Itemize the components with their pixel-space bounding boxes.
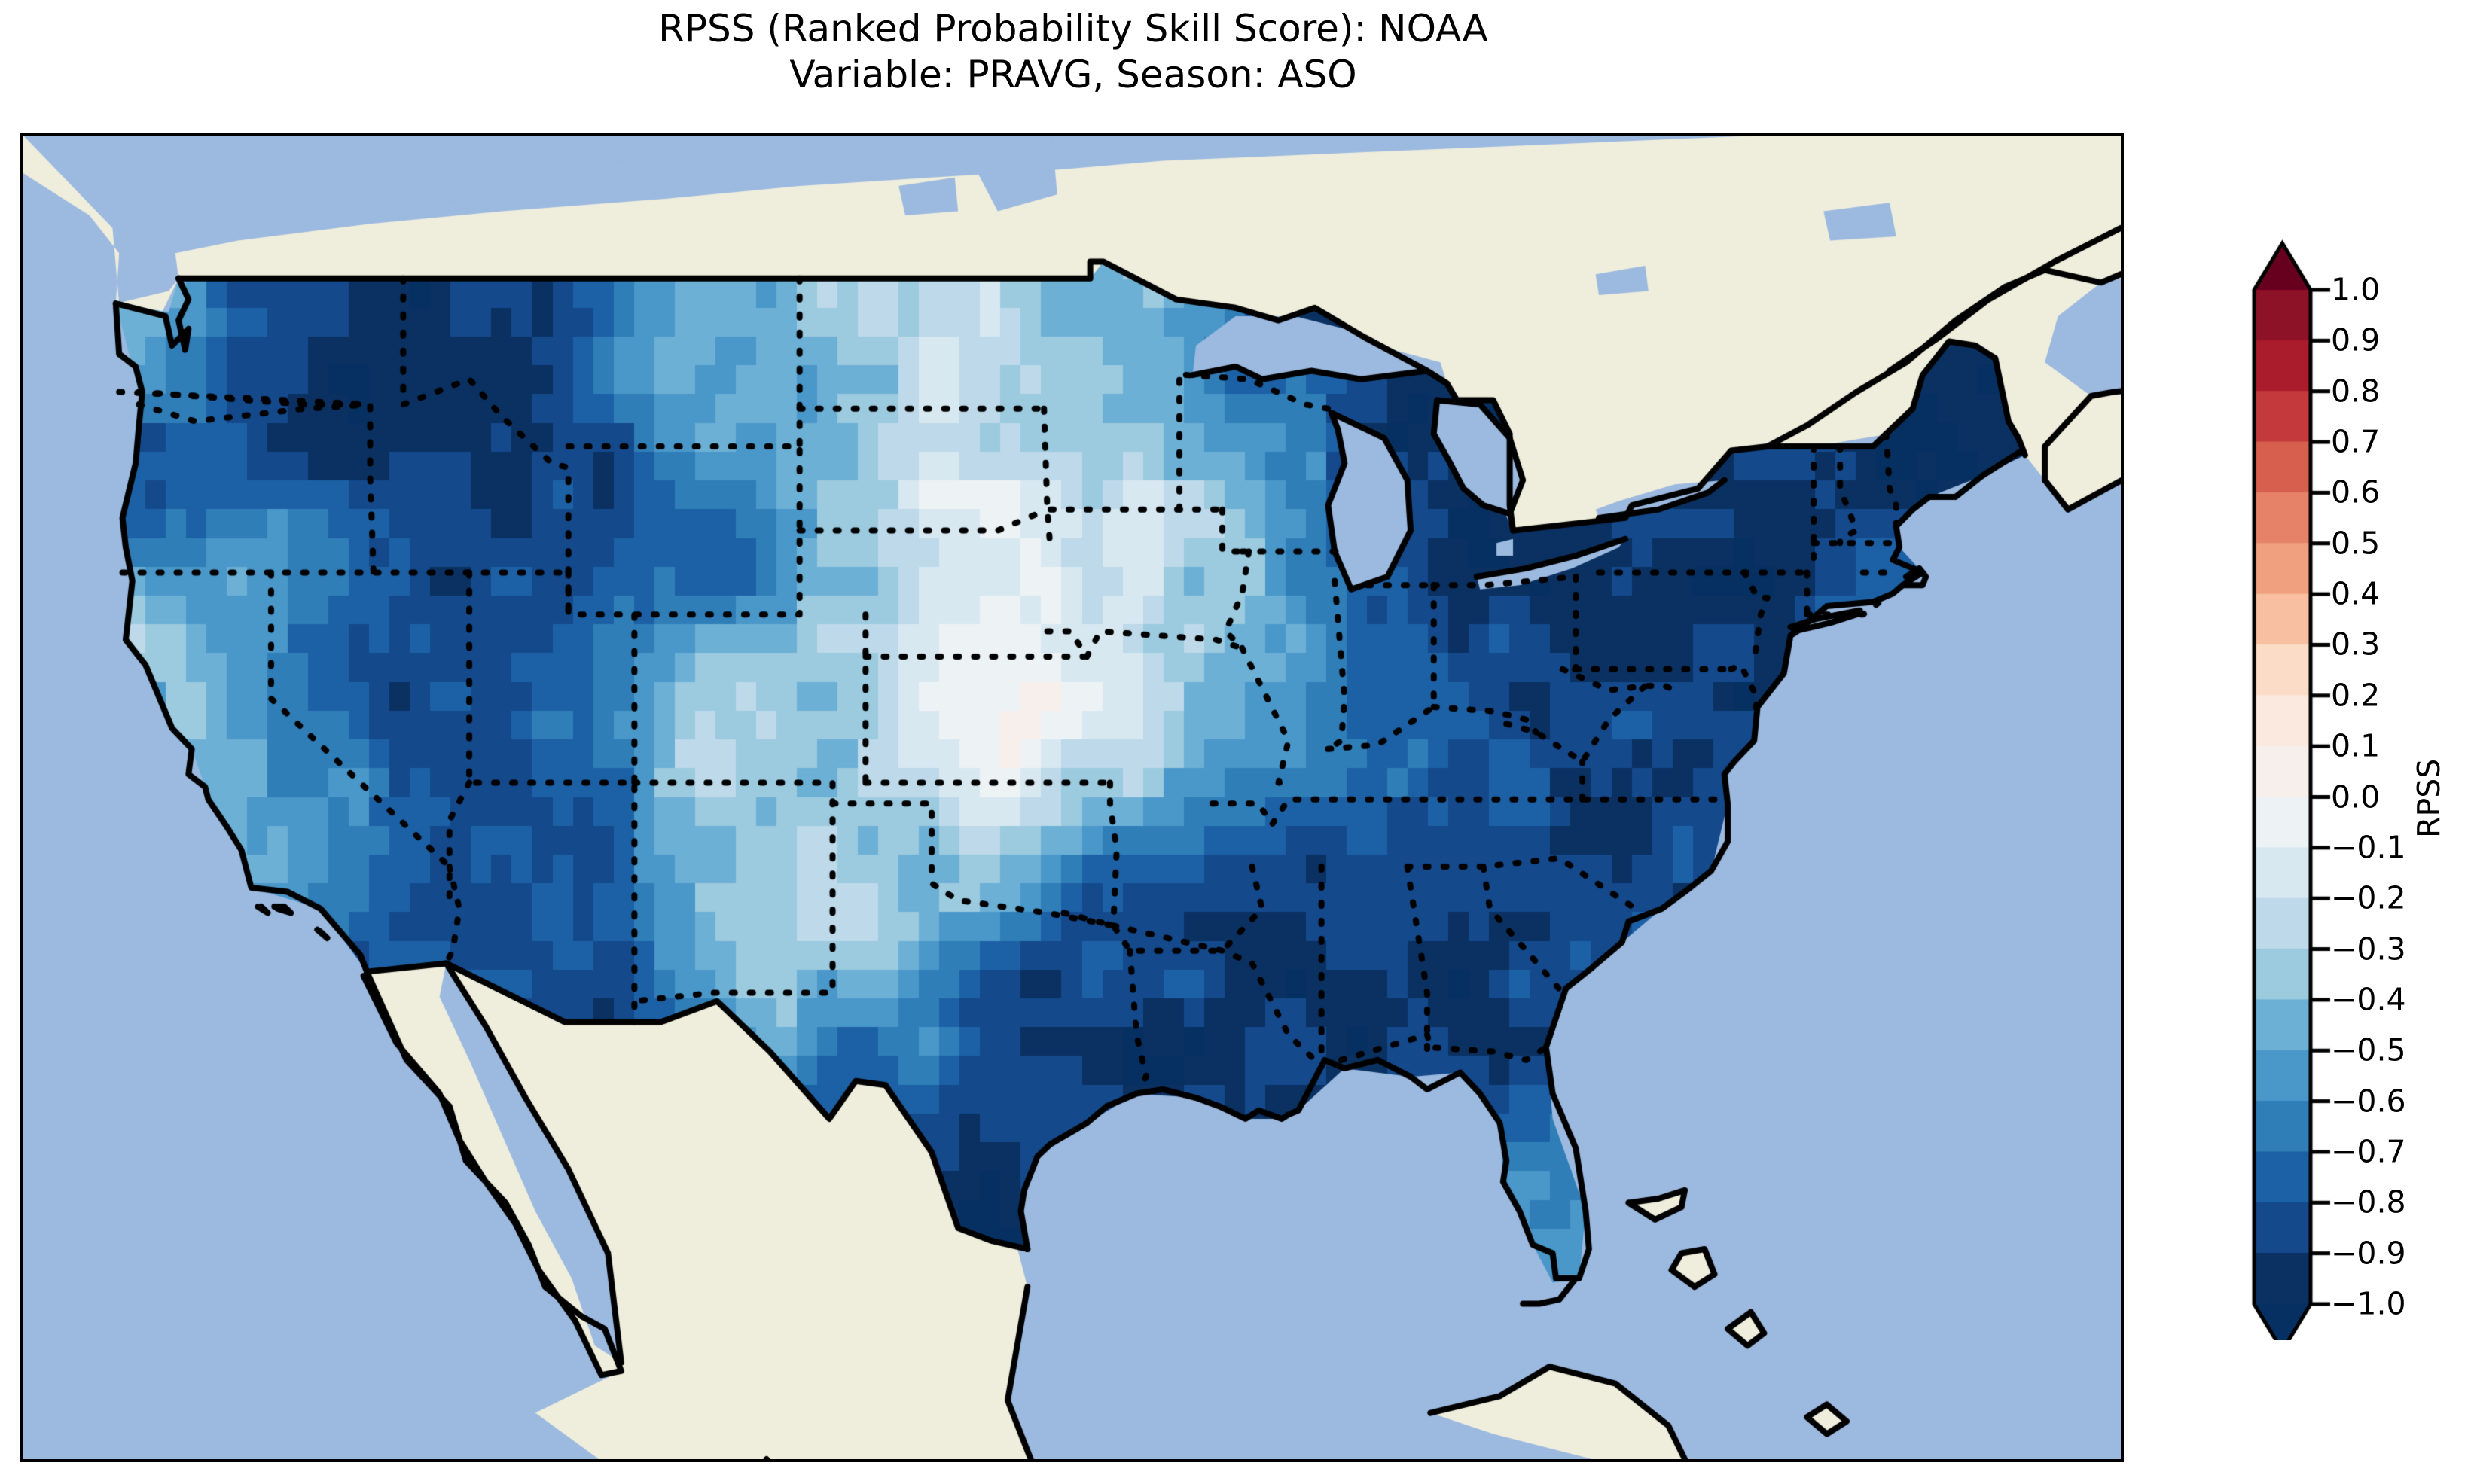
colorbar: 1.0 0.9 0.8 0.7 0.6 0.5 0.4 0.3 0.2 0.1 0.0 −0.1 −0.…	[2233, 226, 2474, 1340]
colorbar-tick-3: 0.7	[2331, 423, 2381, 460]
colorbar-tick-18: −0.8	[2331, 1184, 2406, 1220]
rpss-map-canvas	[23, 136, 2121, 1459]
title-line-1: RPSS (Ranked Probability Skill Score): N…	[658, 7, 1488, 50]
colorbar-axis-label: RPSS	[2411, 758, 2447, 838]
colorbar-tick-10: 0.0	[2331, 779, 2381, 815]
colorbar-tick-8: 0.2	[2331, 677, 2381, 714]
colorbar-tick-0: 1.0	[2331, 271, 2381, 308]
title-line-2: Variable: PRAVG, Season: ASO	[789, 53, 1357, 96]
colorbar-tick-17: −0.7	[2331, 1133, 2406, 1170]
figure-title: RPSS (Ranked Probability Skill Score): N…	[0, 6, 2146, 98]
colorbar-tick-13: −0.3	[2331, 931, 2406, 967]
colorbar-tick-20: −1.0	[2331, 1285, 2406, 1322]
colorbar-tick-7: 0.3	[2331, 626, 2381, 663]
colorbar-tick-19: −0.9	[2331, 1235, 2406, 1272]
colorbar-gradient	[2233, 226, 2474, 1340]
colorbar-tick-2: 0.8	[2331, 373, 2381, 410]
colorbar-tick-9: 0.1	[2331, 727, 2381, 764]
colorbar-tick-12: −0.2	[2331, 879, 2406, 916]
colorbar-tick-4: 0.6	[2331, 474, 2381, 510]
colorbar-tick-16: −0.6	[2331, 1083, 2406, 1120]
colorbar-tick-5: 0.5	[2331, 525, 2381, 562]
colorbar-tick-1: 0.9	[2331, 321, 2381, 358]
colorbar-tick-14: −0.4	[2331, 981, 2406, 1018]
colorbar-tick-6: 0.4	[2331, 575, 2381, 612]
map-axes	[20, 133, 2124, 1462]
colorbar-tick-15: −0.5	[2331, 1031, 2406, 1068]
colorbar-tick-11: −0.1	[2331, 829, 2406, 866]
